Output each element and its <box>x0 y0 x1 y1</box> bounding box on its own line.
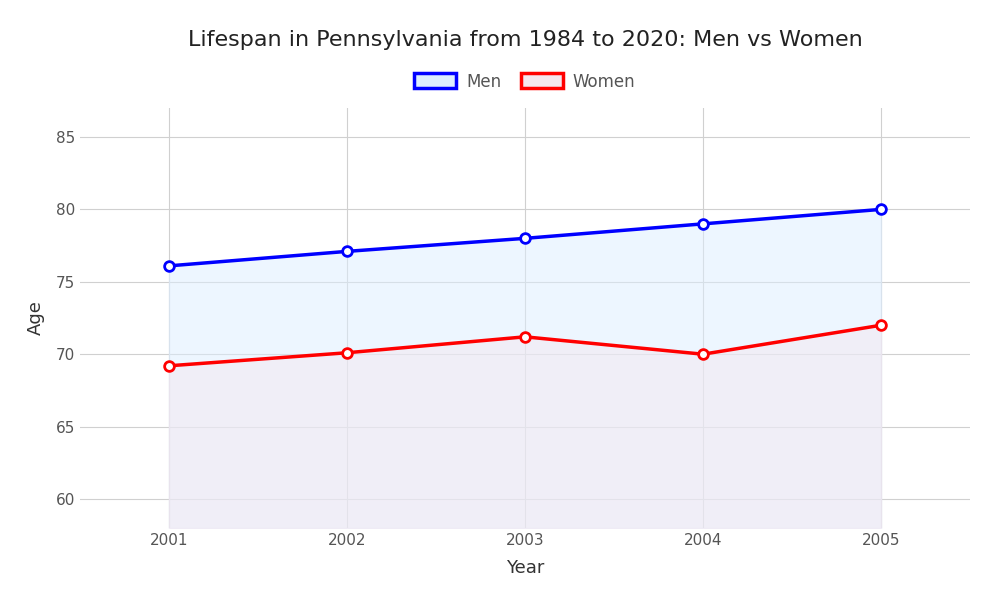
Legend: Men, Women: Men, Women <box>408 66 642 97</box>
Y-axis label: Age: Age <box>27 301 45 335</box>
X-axis label: Year: Year <box>506 559 544 577</box>
Title: Lifespan in Pennsylvania from 1984 to 2020: Men vs Women: Lifespan in Pennsylvania from 1984 to 20… <box>188 29 862 49</box>
